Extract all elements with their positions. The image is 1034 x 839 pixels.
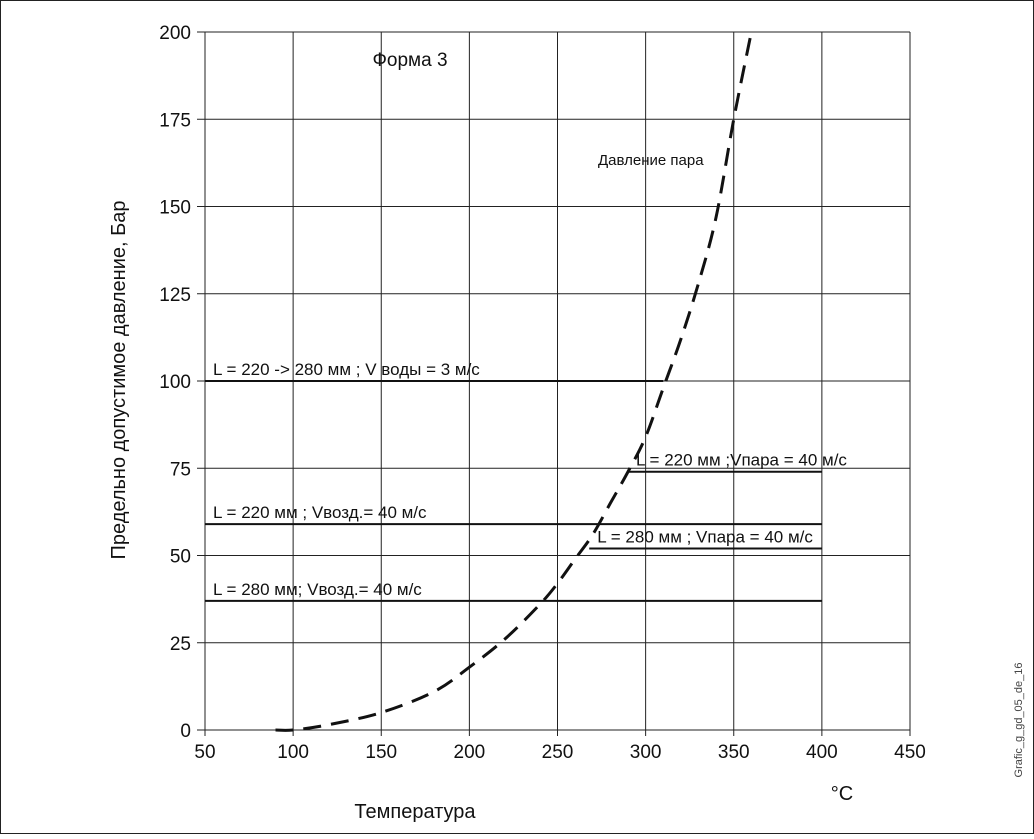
x-tick-label: 250	[542, 742, 574, 763]
y-tick-label: 150	[159, 198, 191, 219]
y-tick-label: 125	[159, 285, 191, 306]
limit-label-2: L = 220 мм ;Vпара = 40 м/с	[636, 451, 847, 470]
chart-title: Форма 3	[372, 50, 447, 71]
x-tick-label: 450	[894, 742, 926, 763]
series-label-vapor: Давление пара	[598, 152, 704, 169]
x-tick-label: 100	[277, 742, 309, 763]
limit-label-3: L = 220 мм ; Vвозд.= 40 м/с	[213, 503, 427, 522]
limit-label-1: L = 220 -> 280 мм ; V воды = 3 м/с	[213, 360, 480, 379]
y-axis-label: Предельно допустимое давление, Бар	[108, 201, 130, 560]
x-tick-label: 400	[806, 742, 838, 763]
x-tick-label: 50	[194, 742, 215, 763]
y-tick-label: 0	[180, 721, 191, 742]
y-tick-label: 75	[170, 459, 191, 480]
y-tick-label: 25	[170, 634, 191, 655]
y-tick-label: 200	[159, 23, 191, 44]
x-axis-label: Температура	[354, 801, 476, 823]
y-tick-label: 175	[159, 110, 191, 131]
x-tick-label: 350	[718, 742, 750, 763]
x-tick-label: 150	[365, 742, 397, 763]
side-label: Grafic_g_gd_05_de_16	[1013, 663, 1025, 778]
x-tick-label: 300	[630, 742, 662, 763]
x-tick-label: 200	[454, 742, 486, 763]
y-tick-label: 50	[170, 547, 191, 568]
x-axis-unit: °C	[831, 783, 853, 805]
limit-label-4: L = 280 мм ; Vпара = 40 м/с	[597, 528, 813, 547]
y-tick-label: 100	[159, 372, 191, 393]
limit-label-5: L = 280 мм; Vвозд.= 40 м/с	[213, 580, 422, 599]
